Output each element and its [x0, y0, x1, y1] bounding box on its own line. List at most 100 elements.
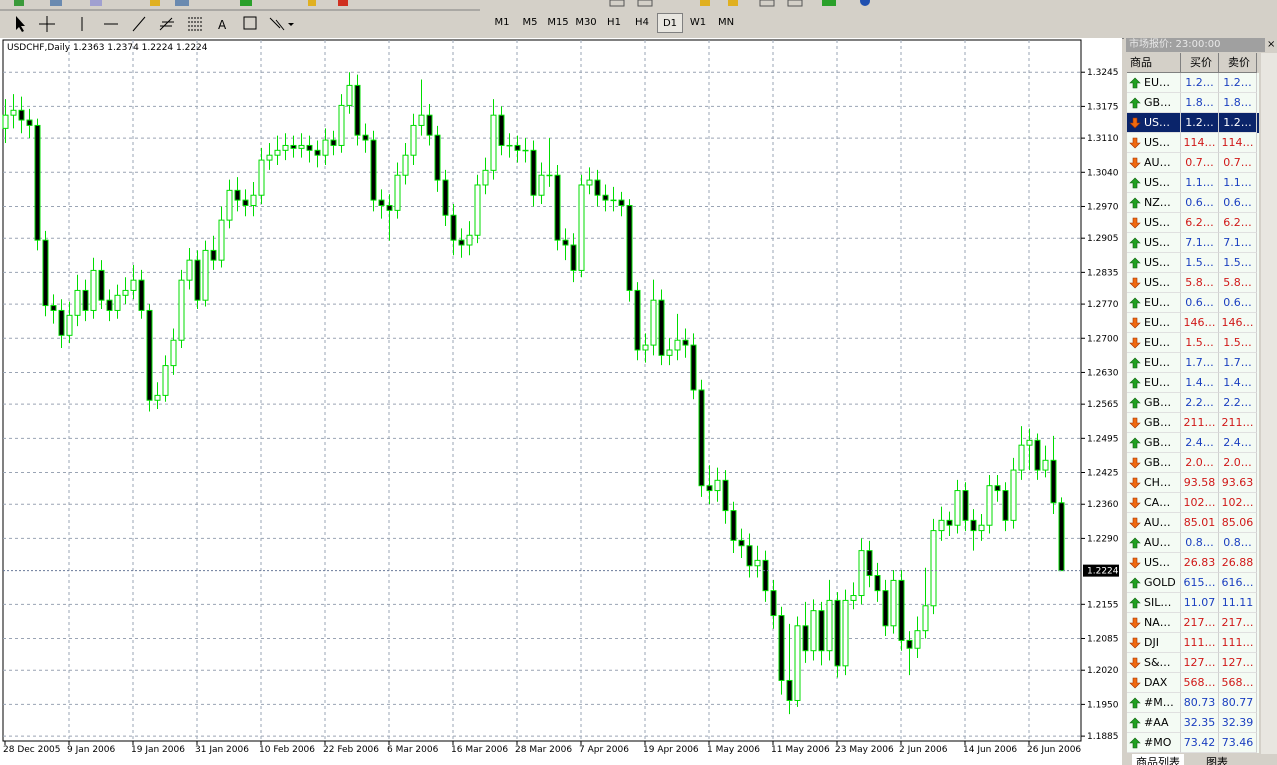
- quote-row[interactable]: EU… 1.7… 1.7…: [1127, 353, 1259, 373]
- tf-button[interactable]: D1: [657, 13, 683, 33]
- tf-button[interactable]: MN: [717, 17, 735, 28]
- tf-button[interactable]: W1: [689, 17, 707, 28]
- quote-row[interactable]: US… 7.1… 7.1…: [1127, 233, 1259, 253]
- quote-row[interactable]: SIL… 11.07 11.11: [1127, 593, 1259, 613]
- icon[interactable]: [150, 0, 160, 6]
- tf-button[interactable]: M5: [522, 17, 538, 28]
- icon[interactable]: [860, 0, 870, 6]
- quote-row[interactable]: DJI 111… 111…: [1127, 633, 1259, 653]
- icon[interactable]: [637, 0, 653, 7]
- candle-body: [666, 349, 673, 356]
- icon[interactable]: [50, 0, 62, 6]
- quote-row[interactable]: NA… 217… 217…: [1127, 613, 1259, 633]
- tf-button[interactable]: H1: [607, 17, 621, 28]
- x-tick-label: 23 May 2006: [835, 745, 894, 755]
- trend-tool[interactable]: [132, 16, 146, 32]
- candle-body: [82, 289, 89, 311]
- candle-body: [418, 114, 425, 126]
- tf-button[interactable]: M1: [494, 17, 510, 28]
- candle-body: [1042, 459, 1049, 471]
- candle-body: [642, 344, 649, 351]
- quote-row[interactable]: AU… 0.8… 0.8…: [1127, 533, 1259, 553]
- icon[interactable]: [728, 0, 738, 6]
- quote-row[interactable]: AU… 0.7… 0.7…: [1127, 153, 1259, 173]
- tab[interactable]: 商品列表: [1132, 754, 1184, 765]
- symbol-cell: US…: [1127, 213, 1181, 233]
- text-tool[interactable]: A: [218, 18, 227, 32]
- close-button[interactable]: ×: [1267, 39, 1276, 50]
- ask: 146…: [1219, 313, 1257, 333]
- tf-button[interactable]: M15: [547, 17, 569, 28]
- quote-row[interactable]: EU… 0.6… 0.6…: [1127, 293, 1259, 313]
- quote-row[interactable]: EU… 146… 146…: [1127, 313, 1259, 333]
- fibo-tool[interactable]: [188, 17, 202, 31]
- header-row: 商品 买价 卖价: [1127, 53, 1259, 73]
- quote-row[interactable]: GB… 211… 211…: [1127, 413, 1259, 433]
- icon[interactable]: [700, 0, 710, 6]
- column-header[interactable]: 卖价: [1219, 53, 1257, 73]
- icon[interactable]: [175, 0, 189, 6]
- direction-icon: [1129, 417, 1141, 428]
- arrows-tool[interactable]: [269, 17, 285, 31]
- icon[interactable]: [609, 0, 625, 7]
- quote-row[interactable]: GB… 2.0… 2.0…: [1127, 453, 1259, 473]
- quote-row[interactable]: US… 1.5… 1.5…: [1127, 253, 1259, 273]
- column-header[interactable]: 商品: [1127, 53, 1181, 73]
- direction-icon: [1129, 257, 1141, 268]
- quote-row[interactable]: #MO 73.42 73.46: [1127, 733, 1259, 753]
- candle-body: [962, 490, 969, 521]
- quote-row[interactable]: US… 6.2… 6.2…: [1127, 213, 1259, 233]
- quote-row[interactable]: EU… 1.4… 1.4…: [1127, 373, 1259, 393]
- quote-row[interactable]: DAX 568… 568…: [1127, 673, 1259, 693]
- dropdown[interactable]: [288, 23, 294, 26]
- label-tool[interactable]: [243, 16, 257, 30]
- tf-button[interactable]: H4: [635, 17, 649, 28]
- quote-row[interactable]: US… 114… 114…: [1127, 133, 1259, 153]
- quote-row[interactable]: EU… 1.5… 1.5…: [1127, 333, 1259, 353]
- icon[interactable]: [822, 0, 836, 6]
- candle-body: [98, 269, 105, 301]
- arrow: [1129, 197, 1141, 208]
- symbol: EU…: [1144, 295, 1171, 309]
- icon[interactable]: [308, 0, 316, 6]
- tf-button[interactable]: M30: [575, 17, 597, 28]
- column-header[interactable]: 买价: [1181, 53, 1219, 73]
- quote-row[interactable]: GB… 2.4… 2.4…: [1127, 433, 1259, 453]
- direction-icon: [1129, 537, 1141, 548]
- icon[interactable]: [787, 0, 803, 7]
- direction-icon: [1129, 357, 1141, 368]
- quote-row[interactable]: NZ… 0.6… 0.6…: [1127, 193, 1259, 213]
- bid: 102…: [1181, 493, 1219, 513]
- icon[interactable]: [338, 0, 348, 6]
- channel-tool[interactable]: [159, 17, 174, 31]
- quote-row[interactable]: #AA 32.35 32.39: [1127, 713, 1259, 733]
- arrow: [1129, 257, 1141, 268]
- quote-row[interactable]: AU… 85.01 85.06: [1127, 513, 1259, 533]
- icon[interactable]: [240, 0, 252, 6]
- direction-icon: [1129, 197, 1141, 208]
- scrollbar[interactable]: [1261, 53, 1277, 755]
- quote-row[interactable]: S&… 127… 127…: [1127, 653, 1259, 673]
- quote-row[interactable]: US… 5.8… 5.8…: [1127, 273, 1259, 293]
- icon[interactable]: [14, 0, 24, 6]
- arrow: [1129, 437, 1141, 448]
- quote-row[interactable]: CA… 102… 102…: [1127, 493, 1259, 513]
- quote-table: 商品 买价 卖价 EU… 1.2… 1.2… GB… 1.8… 1.8… US… 1.2… 1.…: [1127, 53, 1259, 753]
- icon[interactable]: [759, 0, 775, 7]
- quote-row[interactable]: GB… 1.8… 1.8…: [1127, 93, 1259, 113]
- symbol: AU…: [1144, 155, 1171, 169]
- quote-row[interactable]: US… 1.2… 1.2…: [1127, 113, 1259, 133]
- cursor-tool[interactable]: [16, 16, 25, 32]
- candle-body: [498, 114, 505, 146]
- quote-row[interactable]: #M… 80.73 80.77: [1127, 693, 1259, 713]
- quote-row[interactable]: GOLD 615… 616…: [1127, 573, 1259, 593]
- quote-row[interactable]: CH… 93.58 93.63: [1127, 473, 1259, 493]
- quote-row[interactable]: EU… 1.2… 1.2…: [1127, 73, 1259, 93]
- tab[interactable]: 图表: [1206, 756, 1228, 765]
- quote-row[interactable]: GB… 2.2… 2.2…: [1127, 393, 1259, 413]
- y-tick-label: 1.2020: [1087, 666, 1119, 676]
- crosshair-tool[interactable]: [39, 16, 55, 32]
- quote-row[interactable]: US… 26.83 26.88: [1127, 553, 1259, 573]
- icon[interactable]: [90, 0, 102, 6]
- quote-row[interactable]: US… 1.1… 1.1…: [1127, 173, 1259, 193]
